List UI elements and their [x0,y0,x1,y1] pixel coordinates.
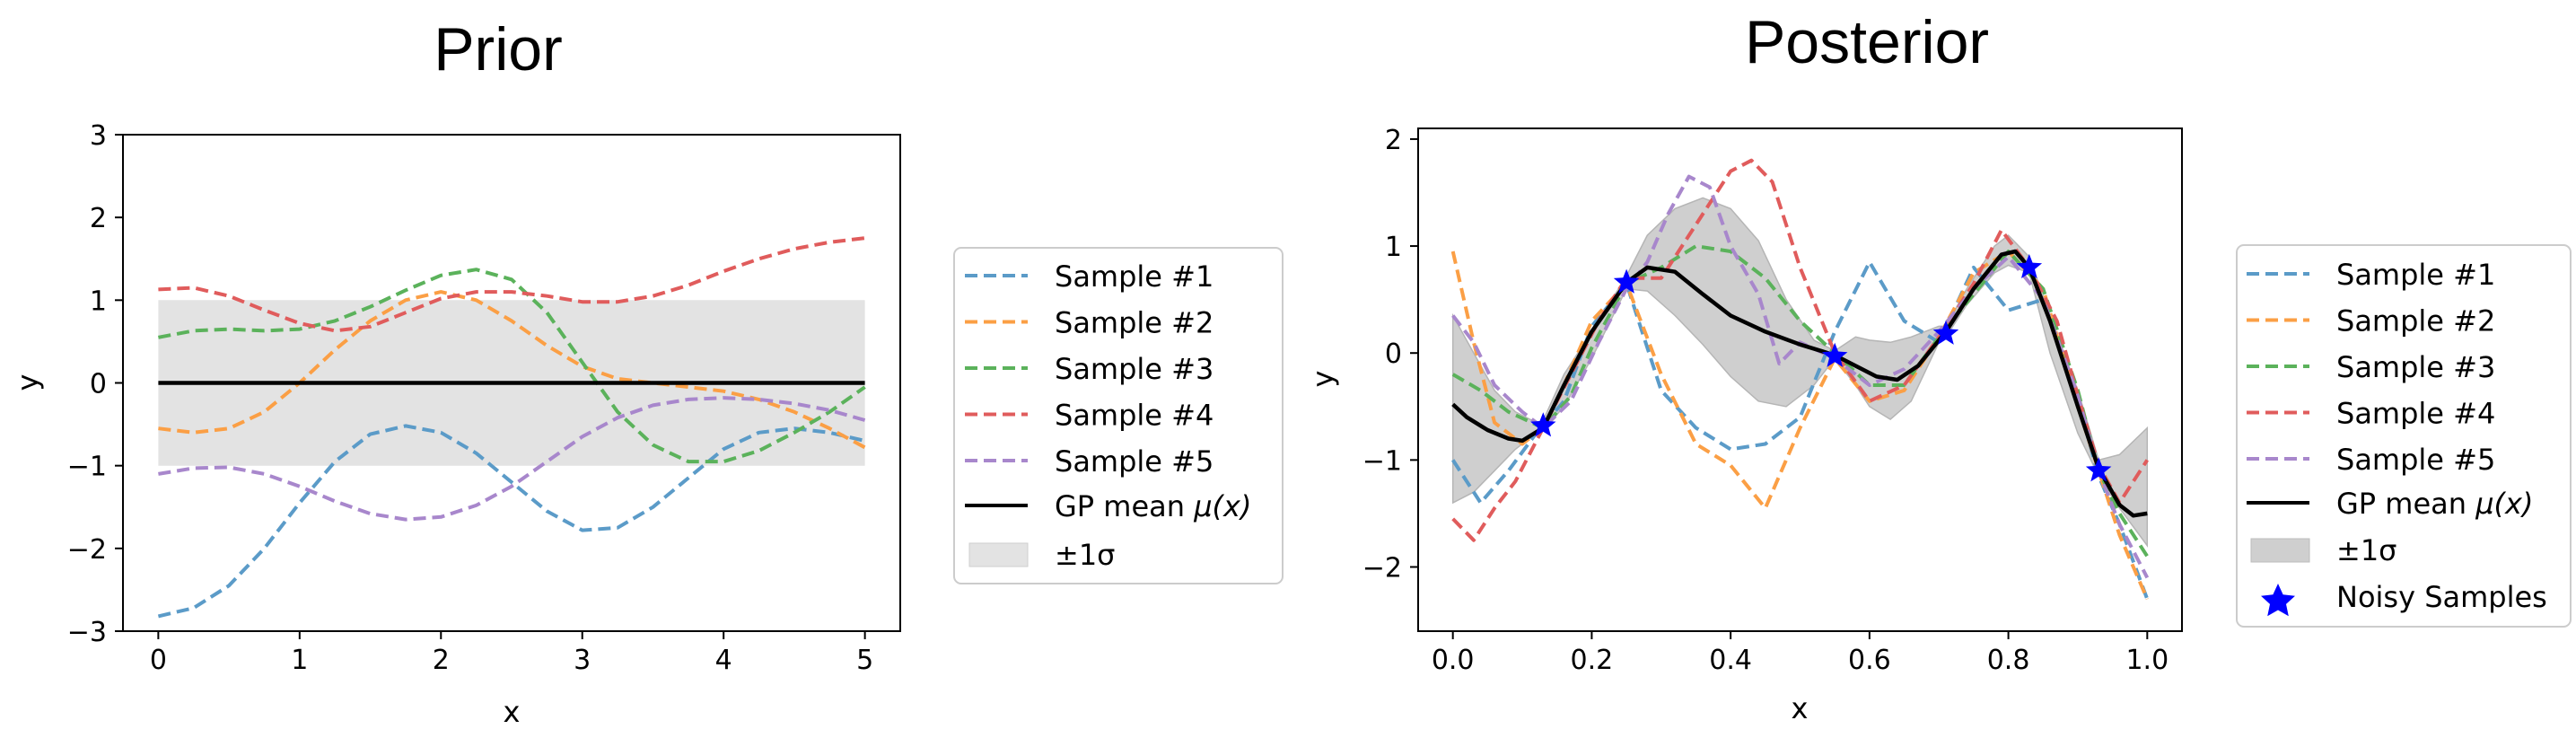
posterior-legend-band-swatch [2250,538,2310,563]
posterior-noisy-sample-star [2016,253,2043,278]
prior-legend-mean-label: GP mean μ(x) [1055,489,1251,523]
posterior-sample-3-line [1451,244,2149,558]
prior-legend-label-3: Sample #3 [1055,352,1214,386]
prior-legend-band-label: ±1σ [1055,538,1115,572]
posterior-legend-label-1: Sample #1 [2336,258,2495,292]
prior-y-tick-label: −1 [67,452,107,483]
posterior-y-tick-label: −1 [1362,445,1402,477]
prior-legend-frame [953,247,1284,584]
prior-sample-lines [157,236,866,619]
prior-x-tick-label: 2 [433,645,450,676]
posterior-legend-mean-math: μ(x) [2475,487,2533,521]
prior-legend: Sample #1 Sample #2 Sample #3 Sample #4 Samp… [953,247,1284,584]
posterior-x-tick-label: 1.0 [2125,645,2169,676]
posterior-chart: Posterior 0.0 0.2 0.4 0.6 0.8 1.0 −2 −1 0 1 2 x y… [1306,8,2572,725]
prior-y-tick-label: 1 [90,286,107,317]
prior-y-tick-label: 3 [90,120,107,152]
prior-sample-3-line [158,268,866,464]
posterior-legend-label-2: Sample #2 [2336,304,2495,338]
prior-plot-area [157,236,866,619]
posterior-x-ticks: 0.0 0.2 0.4 0.6 0.8 1.0 [1432,631,2169,676]
prior-x-tick-label: 1 [291,645,308,676]
posterior-legend-mean-label: GP mean μ(x) [2336,487,2533,521]
posterior-x-tick-label: 0.6 [1848,645,1891,676]
posterior-noisy-samples [1530,253,2112,482]
posterior-y-axis-label: y [1306,371,1340,388]
prior-legend-label-5: Sample #5 [1055,444,1214,479]
posterior-y-tick-label: 1 [1385,232,1402,263]
posterior-legend-band-label: ±1σ [2336,533,2396,567]
posterior-legend-label-4: Sample #4 [2336,397,2495,431]
posterior-band-area [1451,197,2149,548]
posterior-x-tick-label: 0.2 [1571,645,1614,676]
posterior-sample-5-line [1451,174,2150,579]
posterior-legend-star-icon [2261,584,2295,617]
prior-x-tick-label: 0 [150,645,167,676]
prior-legend-band-swatch [968,542,1029,567]
posterior-noisy-sample-star [1821,342,1848,367]
prior-sample-4-line [158,236,865,333]
posterior-legend-mean-prefix: GP mean [2336,487,2475,521]
prior-x-tick-label: 3 [574,645,591,676]
posterior-x-axis-label: x [1792,691,1809,725]
posterior-y-tick-label: 2 [1385,125,1402,156]
posterior-x-tick-label: 0.8 [1987,645,2030,676]
prior-x-ticks: 0 1 2 3 4 5 [150,631,873,676]
posterior-legend-label-3: Sample #3 [2336,350,2495,384]
prior-title: Prior [434,15,563,83]
prior-sample-1-line [157,424,866,619]
prior-y-tick-label: 0 [90,369,107,400]
posterior-title: Posterior [1745,8,1989,76]
prior-legend-label-4: Sample #4 [1055,399,1214,433]
posterior-legend-frame [2236,244,2572,628]
posterior-legend-label-5: Sample #5 [2336,443,2495,477]
prior-y-tick-label: −3 [67,617,107,648]
posterior-axes-frame [1417,127,2183,632]
posterior-sigma-band [1451,197,2149,548]
posterior-legend-items: Sample #1 Sample #2 Sample #3 Sample #4 Samp… [2247,258,2495,477]
posterior-y-tick-label: 0 [1385,338,1402,370]
prior-legend-mean-prefix: GP mean [1055,489,1194,523]
posterior-noisy-sample-star [1613,268,1640,294]
prior-y-ticks: −3 −2 −1 0 1 2 3 [67,120,123,648]
prior-y-tick-label: −2 [67,534,107,566]
posterior-noisy-sample-star [1530,412,1556,437]
prior-y-tick-label: 2 [90,203,107,234]
prior-x-tick-label: 4 [715,645,732,676]
posterior-x-tick-label: 0.4 [1709,645,1752,676]
prior-x-tick-label: 5 [856,645,873,676]
posterior-noisy-sample-star [1932,320,1959,345]
posterior-plot-area [1450,158,2150,601]
prior-sample-5-line [158,396,866,522]
prior-y-axis-label: y [11,374,45,391]
posterior-x-tick-label: 0.0 [1432,645,1475,676]
prior-legend-label-1: Sample #1 [1055,259,1214,294]
prior-x-axis-label: x [504,695,521,729]
prior-legend-label-2: Sample #2 [1055,306,1214,340]
posterior-legend: Sample #1 Sample #2 Sample #3 Sample #4 Samp… [2236,244,2572,628]
posterior-y-tick-label: −2 [1362,553,1402,584]
prior-legend-mean-math: μ(x) [1193,489,1251,523]
posterior-noisy-sample-star [2085,457,2112,482]
posterior-legend-noisy-label: Noisy Samples [2336,580,2547,614]
prior-legend-items: Sample #1 Sample #2 Sample #3 Sample #4 Samp… [965,259,1214,479]
posterior-y-ticks: −2 −1 0 1 2 [1362,125,1418,584]
prior-sample-2-line [158,290,866,450]
